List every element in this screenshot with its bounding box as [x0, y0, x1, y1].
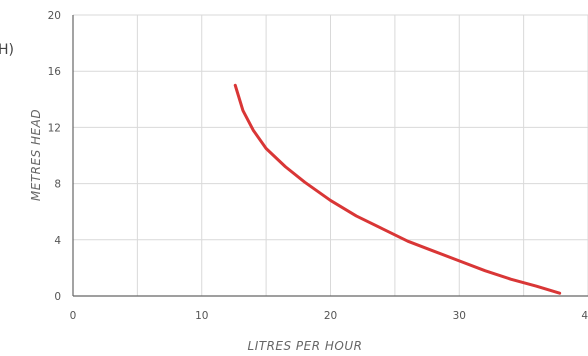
- y-axis-title: METRES HEAD: [29, 109, 43, 201]
- x-tick-label: 40: [581, 310, 588, 322]
- y-tick-label: 16: [48, 66, 62, 78]
- tick-labels: 0 10 20 30 40 0 4 8 12 16 20: [48, 10, 588, 322]
- chart-title-fragment: H): [0, 42, 14, 58]
- y-tick-label: 8: [54, 179, 61, 191]
- y-tick-label: 0: [54, 291, 61, 303]
- x-tick-label: 0: [70, 310, 77, 322]
- series-layer: [233, 83, 562, 295]
- y-tick-label: 12: [48, 122, 61, 134]
- x-tick-label: 30: [453, 310, 466, 322]
- axes: [72, 15, 588, 297]
- grid: [72, 14, 588, 297]
- x-tick-label: 20: [324, 310, 337, 322]
- x-tick-label: 10: [195, 310, 208, 322]
- series-line-1: [233, 83, 562, 295]
- y-tick-label: 4: [54, 235, 61, 247]
- y-tick-label: 20: [48, 10, 61, 22]
- x-axis-title: LITRES PER HOUR: [248, 339, 363, 353]
